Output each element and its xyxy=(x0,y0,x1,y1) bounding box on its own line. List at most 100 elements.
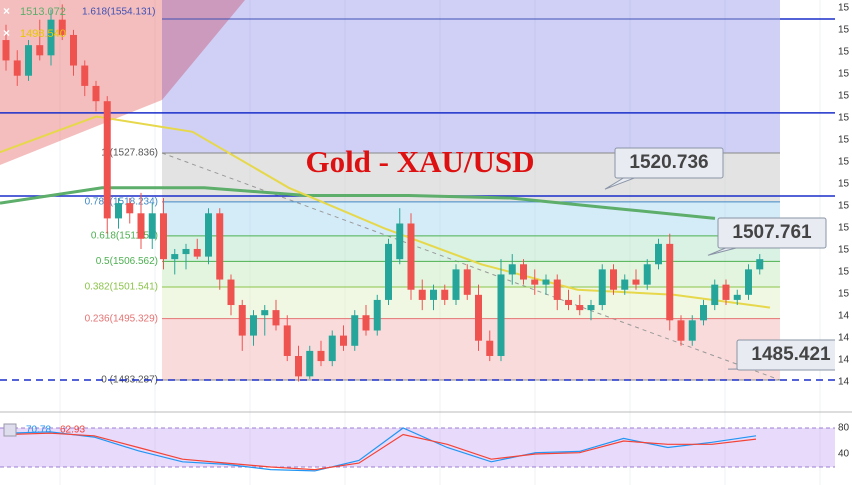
callout-box xyxy=(717,217,827,249)
candle-body xyxy=(441,289,449,300)
fib-label: 0.382(1501.541) xyxy=(85,282,158,293)
candle-body xyxy=(362,315,370,331)
candle-body xyxy=(688,320,696,341)
pattern-triangle xyxy=(162,0,245,100)
rsi-line xyxy=(5,427,757,472)
candle-body xyxy=(385,243,392,300)
candle-body xyxy=(452,269,460,300)
candle-body xyxy=(92,85,100,102)
price-axis-label: 15 xyxy=(838,113,850,124)
rsi-tick-label: 40 xyxy=(838,449,850,460)
pattern-shade xyxy=(0,0,162,165)
candle-body xyxy=(115,203,122,219)
fib-label: 0 (1483.287) xyxy=(101,375,158,386)
fib-label: 0.236(1495.329) xyxy=(85,313,158,324)
legend-value: 1498.540 xyxy=(20,28,66,40)
candle-body xyxy=(70,34,77,66)
candle-body xyxy=(722,284,730,300)
price-axis xyxy=(835,0,852,412)
price-axis-label: 15 xyxy=(838,25,850,36)
candle-body xyxy=(677,320,685,341)
candle-body xyxy=(182,248,190,255)
price-axis-label: 14 xyxy=(838,355,850,366)
candle-body xyxy=(373,299,381,331)
fib-label: 0.5(1506.562) xyxy=(96,256,158,267)
candle-body xyxy=(666,243,674,321)
candle-body xyxy=(756,259,764,270)
moving-average xyxy=(0,115,771,309)
price-axis-label: 15 xyxy=(838,157,850,168)
candle-body xyxy=(475,294,482,341)
candle-body xyxy=(2,40,10,61)
price-axis-label: 15 xyxy=(838,3,850,14)
candle-body xyxy=(171,254,179,260)
candle-body xyxy=(205,213,212,257)
candle-body xyxy=(542,279,550,285)
price-axis-label: 15 xyxy=(838,179,850,190)
candle-body xyxy=(193,248,201,257)
candle-body xyxy=(351,315,359,346)
candle-body xyxy=(531,279,539,285)
candle-body xyxy=(317,350,325,362)
candle-body xyxy=(137,213,145,239)
candle-body xyxy=(598,269,606,306)
fib-label: 0.786(1518.234) xyxy=(85,197,158,208)
candle-body xyxy=(126,203,134,214)
callout-pointer xyxy=(604,176,638,190)
candle-body xyxy=(148,213,156,239)
candle-body xyxy=(576,305,584,311)
callout-label: 1485.421 xyxy=(751,344,831,365)
candle-body xyxy=(227,279,235,306)
fib-zone xyxy=(162,201,780,236)
rsi-pane: 80 40 70.78 62.93 xyxy=(0,423,850,472)
candle-body xyxy=(306,350,314,377)
price-axis-label: 15 xyxy=(838,245,850,256)
rsi-legend-icon xyxy=(3,423,17,437)
candle-body xyxy=(430,289,437,300)
callout-pointer xyxy=(707,246,741,256)
candle-body xyxy=(553,279,561,300)
candle-body xyxy=(497,274,505,356)
trend-line xyxy=(161,152,781,381)
candle-body xyxy=(36,45,44,56)
candle-body xyxy=(160,213,167,260)
candle-body xyxy=(632,279,640,285)
candle-body xyxy=(238,305,246,336)
price-axis-label: 15 xyxy=(838,91,850,102)
candle-body xyxy=(216,213,224,280)
candle-body xyxy=(463,269,471,295)
chart-title: Gold - XAU/USD xyxy=(305,144,534,179)
price-axis-label: 15 xyxy=(838,201,850,212)
legend-value: 1513.072 xyxy=(20,6,66,18)
candle-body xyxy=(733,294,741,300)
candle-body xyxy=(13,60,21,76)
candle-body xyxy=(272,310,280,326)
price-axis-label: 14 xyxy=(838,311,850,322)
price-axis-label: 15 xyxy=(838,135,850,146)
candle-body xyxy=(103,101,111,219)
rsi-legend-value: 70.78 xyxy=(26,425,51,436)
moving-average xyxy=(0,186,716,220)
legend-icon: × xyxy=(3,26,10,40)
fib-zone xyxy=(162,235,780,262)
candle-body xyxy=(283,325,291,356)
candle-body xyxy=(745,269,752,295)
candle-body xyxy=(250,315,257,336)
candle-body xyxy=(340,335,347,346)
candle-body xyxy=(81,65,89,86)
candle-body xyxy=(295,355,302,377)
rsi-line xyxy=(5,432,757,471)
price-axis-label: 15 xyxy=(838,47,850,58)
fib-label: 0.618(1511.58) xyxy=(91,230,158,241)
candle-body xyxy=(520,264,527,280)
legend-icon: × xyxy=(3,4,10,18)
candle-body xyxy=(47,19,55,56)
fib-zone xyxy=(162,286,780,319)
fib-zone xyxy=(162,0,780,153)
candle-body xyxy=(711,284,719,306)
callout-label: 1507.761 xyxy=(732,222,812,243)
candle-body xyxy=(486,340,494,356)
fib-label: 1 (1527.836) xyxy=(101,148,158,159)
price-axis-label: 15 xyxy=(838,69,850,80)
